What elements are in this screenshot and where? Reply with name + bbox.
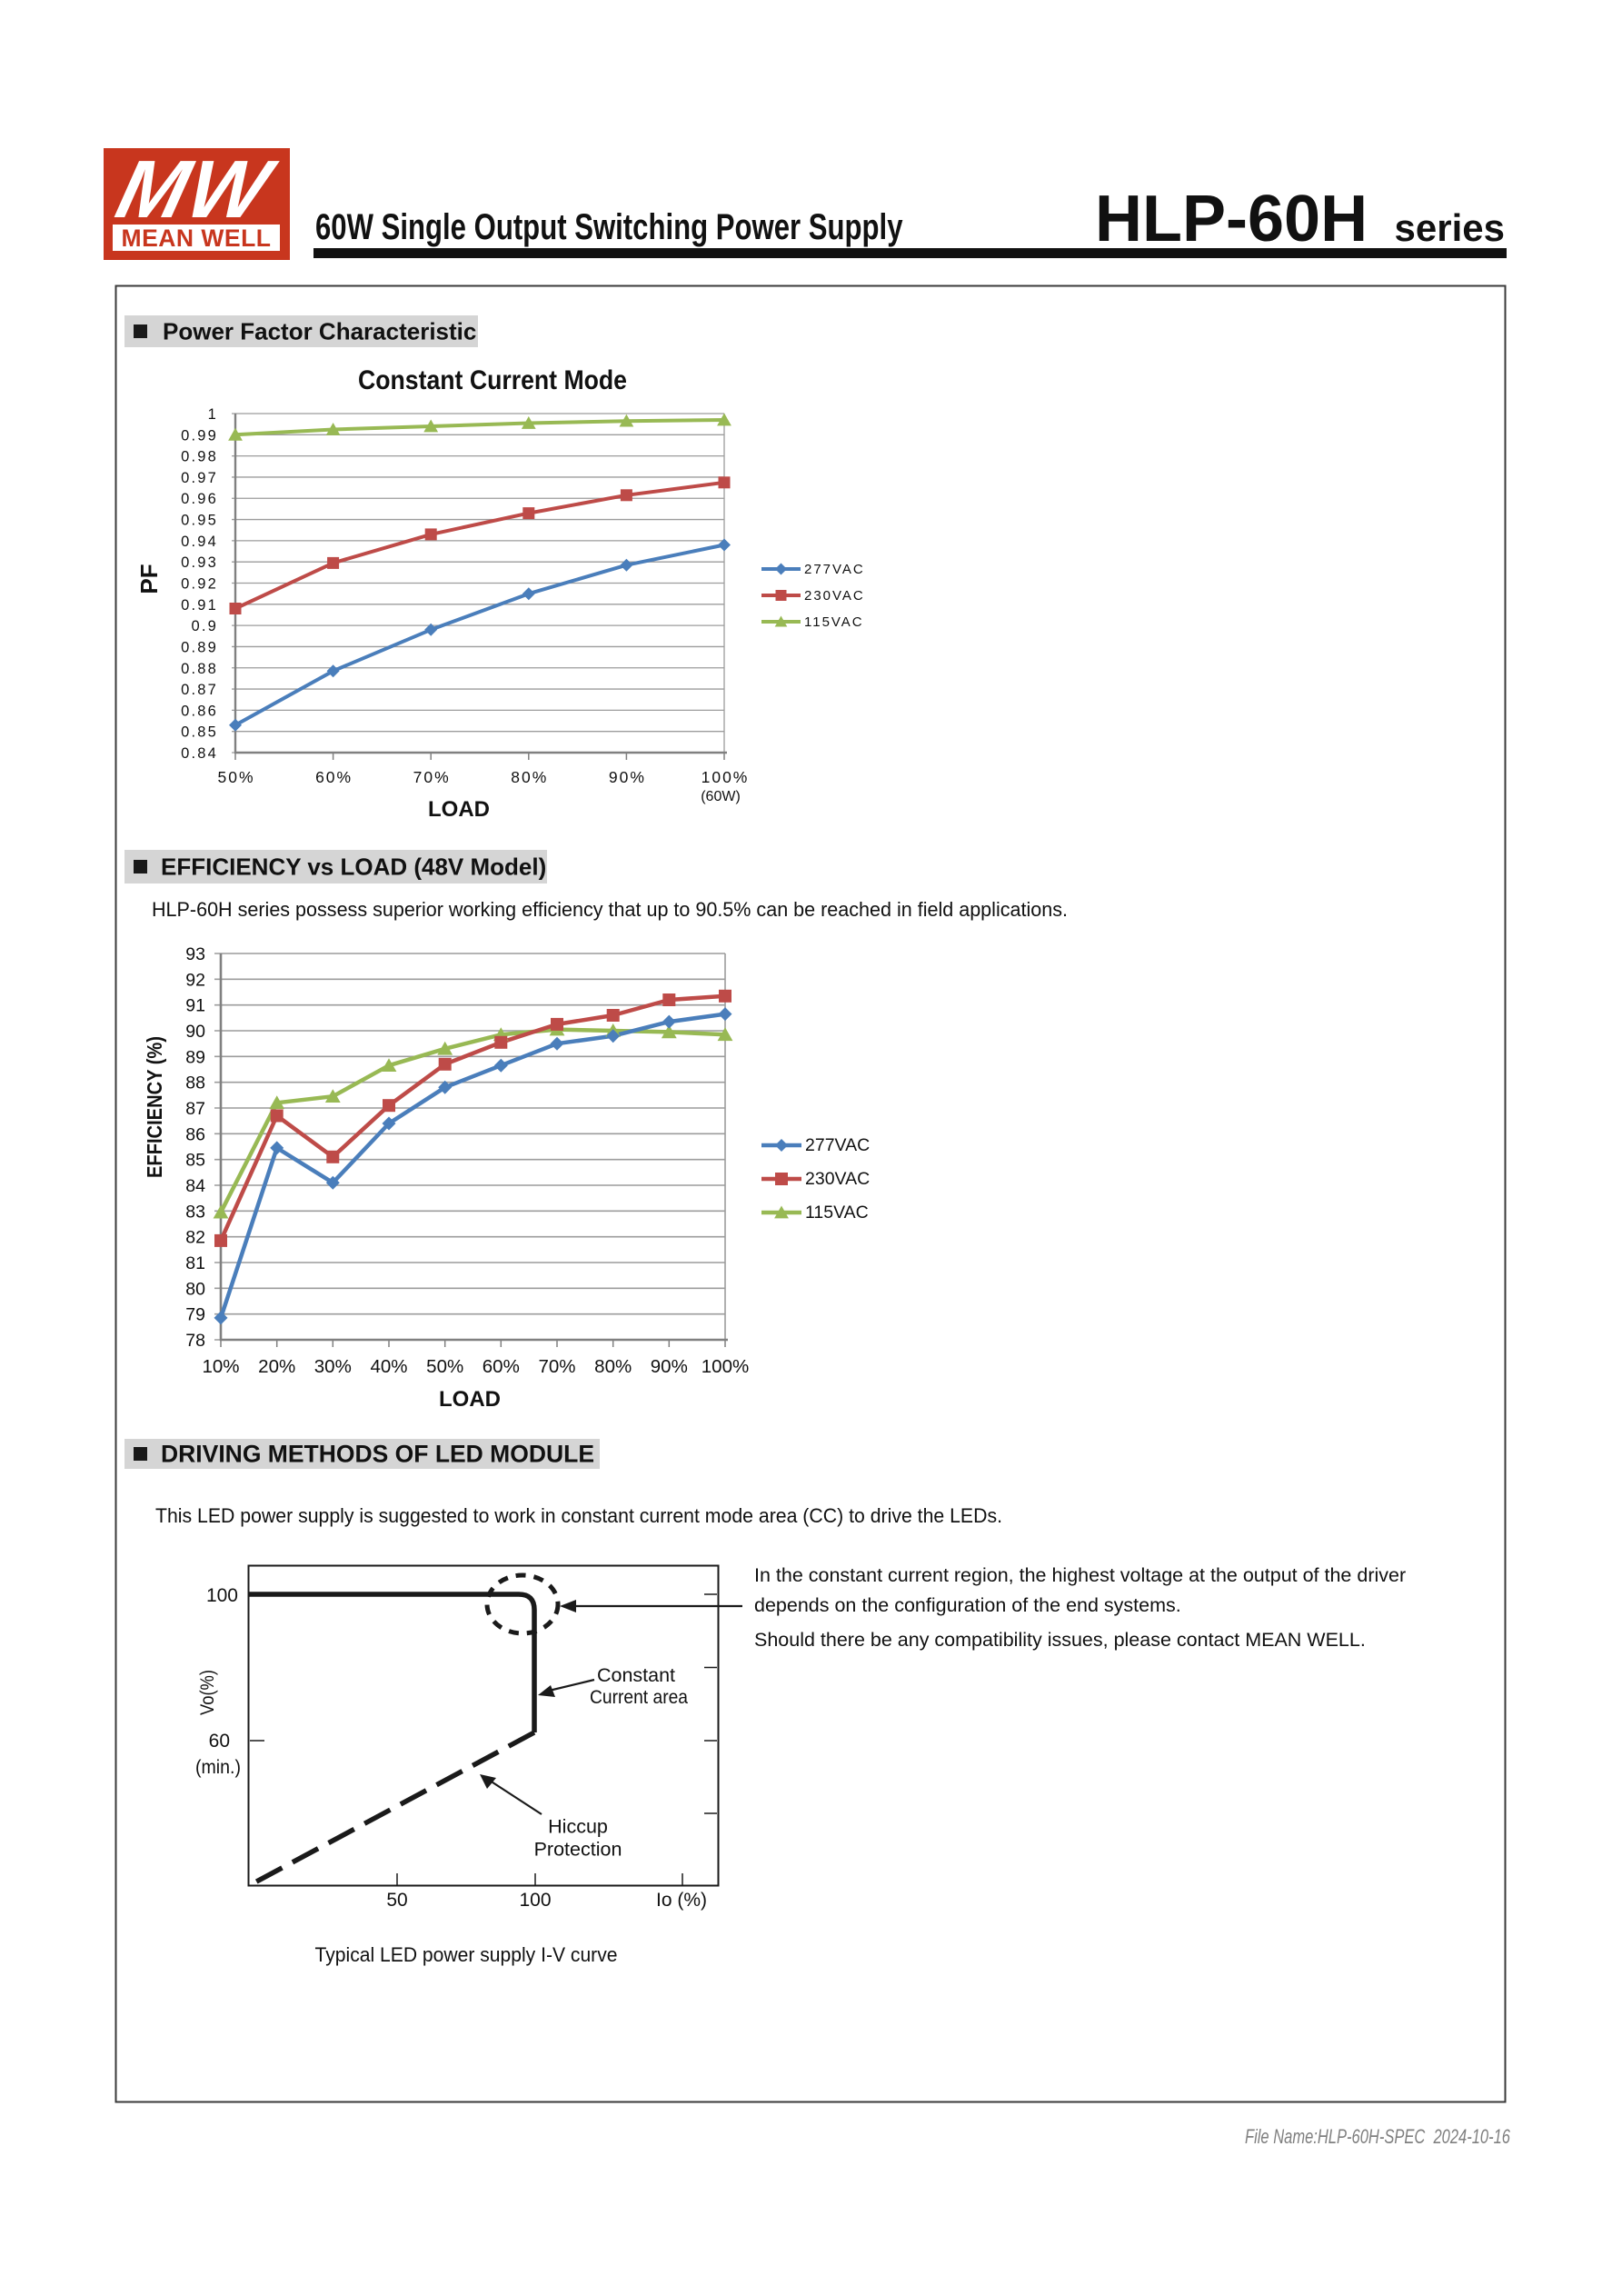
svg-text:50%: 50% — [217, 768, 254, 786]
svg-text:Protection: Protection — [534, 1839, 622, 1861]
svg-text:(60W): (60W) — [701, 789, 741, 804]
svg-text:40%: 40% — [370, 1356, 407, 1377]
svg-text:Current area: Current area — [590, 1686, 688, 1708]
svg-text:HLP-60H: HLP-60H — [1095, 183, 1368, 255]
svg-text:In the constant current region: In the constant current region, the high… — [754, 1564, 1406, 1586]
svg-text:0.92: 0.92 — [181, 576, 218, 593]
svg-text:0.95: 0.95 — [181, 513, 218, 529]
svg-text:60: 60 — [209, 1731, 230, 1752]
svg-text:Typical LED power supply I-V c: Typical LED power supply I-V curve — [315, 1943, 618, 1966]
svg-text:80%: 80% — [511, 768, 548, 786]
svg-text:PF: PF — [135, 564, 163, 594]
svg-text:100: 100 — [206, 1585, 238, 1606]
svg-text:115VAC: 115VAC — [804, 614, 864, 630]
svg-text:91: 91 — [185, 996, 205, 1016]
svg-text:87: 87 — [185, 1099, 205, 1119]
svg-text:EFFICIENCY (%): EFFICIENCY (%) — [143, 1036, 166, 1178]
svg-text:50: 50 — [386, 1890, 407, 1911]
svg-text:depends on the configuration o: depends on the configuration of the end … — [754, 1594, 1181, 1616]
svg-text:LOAD: LOAD — [428, 797, 490, 822]
svg-text:50%: 50% — [426, 1356, 463, 1377]
svg-text:85: 85 — [185, 1151, 205, 1171]
svg-text:0.84: 0.84 — [181, 745, 218, 762]
svg-text:0.96: 0.96 — [181, 491, 218, 507]
svg-text:Should there be any compatibil: Should there be any compatibility issues… — [754, 1629, 1366, 1651]
svg-text:(min.): (min.) — [195, 1757, 241, 1778]
svg-text:File Name:HLP-60H-SPEC 2024-1: File Name:HLP-60H-SPEC 2024-10-16 — [1245, 2125, 1511, 2148]
svg-text:0.88: 0.88 — [181, 661, 218, 677]
svg-text:Hiccup: Hiccup — [548, 1816, 608, 1838]
svg-text:277VAC: 277VAC — [804, 562, 865, 577]
svg-text:70%: 70% — [538, 1356, 575, 1377]
svg-text:93: 93 — [185, 944, 205, 964]
svg-text:92: 92 — [185, 970, 205, 990]
svg-text:MW: MW — [108, 144, 284, 235]
svg-text:89: 89 — [185, 1047, 205, 1067]
svg-text:series: series — [1395, 206, 1505, 249]
svg-text:0.97: 0.97 — [181, 470, 218, 486]
svg-text:0.98: 0.98 — [181, 449, 218, 465]
svg-text:70%: 70% — [413, 768, 451, 786]
svg-text:60W Single Output Switching Po: 60W Single Output Switching Power Supply — [315, 206, 903, 247]
svg-text:60%: 60% — [315, 768, 353, 786]
svg-text:0.89: 0.89 — [181, 639, 218, 655]
svg-text:277VAC: 277VAC — [805, 1135, 870, 1155]
svg-text:100%: 100% — [702, 1356, 749, 1377]
svg-text:HLP-60H series possess superio: HLP-60H series possess superior working … — [152, 898, 1068, 921]
svg-text:115VAC: 115VAC — [805, 1203, 869, 1223]
svg-text:0.99: 0.99 — [181, 427, 218, 444]
svg-text:100: 100 — [519, 1890, 551, 1911]
svg-text:0.86: 0.86 — [181, 703, 218, 719]
svg-text:1: 1 — [208, 406, 218, 423]
svg-text:0.93: 0.93 — [181, 554, 218, 571]
svg-text:Constant: Constant — [597, 1664, 675, 1686]
svg-text:10%: 10% — [202, 1356, 239, 1377]
svg-text:Vo(%): Vo(%) — [197, 1670, 218, 1715]
svg-text:This LED power supply is sugge: This LED power supply is suggested to wo… — [155, 1504, 1002, 1527]
svg-text:20%: 20% — [258, 1356, 295, 1377]
svg-text:80: 80 — [185, 1279, 205, 1299]
svg-text:MEAN WELL: MEAN WELL — [122, 225, 272, 252]
svg-text:60%: 60% — [483, 1356, 520, 1377]
svg-text:DRIVING METHODS OF LED MODULE: DRIVING METHODS OF LED MODULE — [161, 1441, 594, 1468]
svg-text:84: 84 — [185, 1176, 205, 1196]
svg-text:0.91: 0.91 — [181, 597, 218, 614]
svg-text:EFFICIENCY vs LOAD (48V Model): EFFICIENCY vs LOAD (48V Model) — [161, 854, 546, 881]
svg-text:79: 79 — [185, 1305, 205, 1325]
svg-text:LOAD: LOAD — [439, 1387, 501, 1412]
svg-text:82: 82 — [185, 1228, 205, 1248]
svg-text:86: 86 — [185, 1124, 205, 1144]
svg-text:0.85: 0.85 — [181, 724, 218, 741]
svg-text:Power Factor Characteristic: Power Factor Characteristic — [163, 318, 476, 345]
svg-text:Io (%): Io (%) — [656, 1890, 707, 1911]
svg-text:230VAC: 230VAC — [804, 588, 865, 604]
svg-text:30%: 30% — [314, 1356, 352, 1377]
svg-text:78: 78 — [185, 1331, 205, 1351]
svg-text:0.87: 0.87 — [181, 682, 218, 698]
svg-text:0.9: 0.9 — [191, 618, 218, 634]
svg-text:90: 90 — [185, 1022, 205, 1042]
svg-text:90%: 90% — [651, 1356, 688, 1377]
svg-text:0.94: 0.94 — [181, 534, 218, 550]
svg-text:230VAC: 230VAC — [805, 1169, 870, 1189]
svg-text:81: 81 — [185, 1253, 205, 1273]
svg-text:80%: 80% — [594, 1356, 632, 1377]
svg-text:88: 88 — [185, 1073, 205, 1093]
svg-text:100%: 100% — [702, 768, 750, 786]
svg-text:90%: 90% — [609, 768, 646, 786]
svg-text:83: 83 — [185, 1202, 205, 1222]
svg-text:Constant Current Mode: Constant Current Mode — [358, 365, 627, 395]
